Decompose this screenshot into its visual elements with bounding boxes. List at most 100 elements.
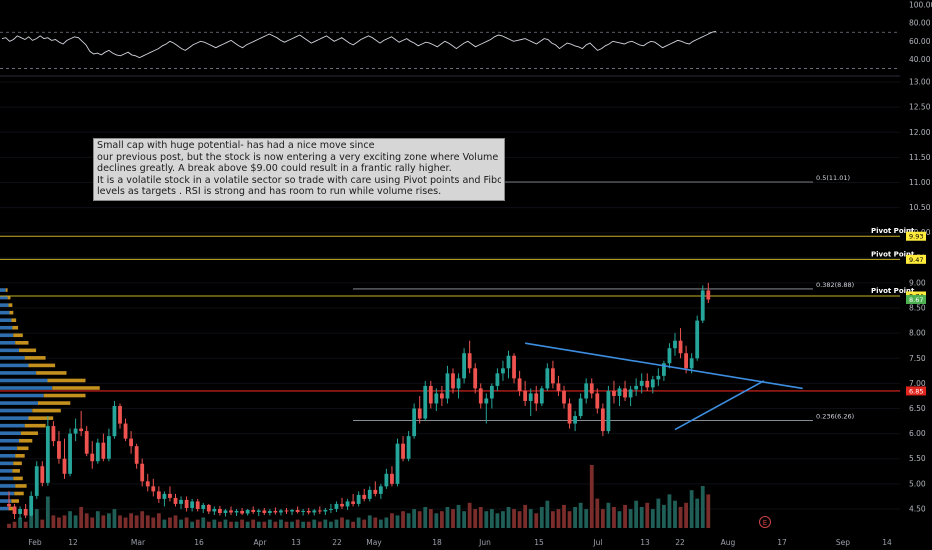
time-tick-label: 13	[640, 538, 650, 547]
price-badge-text: 6.85	[909, 387, 923, 395]
volume-bar	[240, 519, 244, 528]
candle-body	[140, 463, 145, 482]
volume-bar	[445, 507, 450, 528]
time-tick-label: 15	[534, 538, 544, 547]
price-axis[interactable]: 13.0012.5012.0011.5011.0010.5010.009.509…	[909, 78, 931, 514]
price-tick-label: 12.50	[909, 103, 931, 112]
volume-bar	[706, 494, 711, 528]
candle-body	[295, 509, 300, 512]
volume-bar	[628, 509, 633, 528]
volume-bar	[401, 511, 405, 528]
vp-bar-up	[0, 393, 44, 398]
volume-bar	[229, 521, 233, 528]
candle-body	[545, 368, 550, 389]
vp-bar-up	[0, 431, 21, 436]
trendline	[674, 380, 765, 431]
candle-body	[628, 389, 633, 398]
volume-bar	[301, 521, 306, 528]
volume-bar	[440, 511, 444, 528]
candle-body	[151, 486, 156, 492]
time-axis[interactable]: Feb 12 Mar 16 Apr 13 22 May 18 Jun 15 Jul 13 22 Aug 17 S…	[28, 538, 892, 547]
vp-bar-down	[11, 318, 17, 323]
candle-body	[623, 388, 627, 398]
time-tick-label: 18	[432, 538, 442, 547]
candle-body	[334, 503, 339, 509]
volume-bar	[23, 521, 28, 528]
volume-bar	[212, 519, 217, 528]
candle-body	[556, 383, 561, 391]
candle-body	[267, 510, 272, 513]
rsi-pane[interactable]: 100.00 80.00 60.00 40.00	[0, 1, 932, 69]
candle-body	[7, 503, 11, 507]
vp-bar-down	[43, 393, 86, 398]
volume-bar	[551, 511, 555, 528]
volume-bar	[79, 507, 84, 528]
vp-bar-up	[0, 341, 16, 345]
price-tick-label: 12.00	[909, 128, 931, 137]
fib-label: 0.382(8.88)	[816, 281, 854, 289]
pivot-label: Pivot Point	[871, 287, 915, 295]
candle-body	[290, 509, 294, 512]
candle-body	[517, 378, 522, 391]
candle-body	[345, 501, 350, 507]
volume-bar	[478, 507, 483, 528]
volume-bar	[251, 519, 256, 528]
candle-body	[501, 368, 505, 374]
volume-bar	[140, 511, 145, 528]
vp-bar-down	[24, 423, 46, 428]
volume-bar	[373, 517, 378, 528]
vp-bar-up	[0, 491, 15, 496]
volume-bar	[451, 509, 455, 528]
volume-bar	[317, 521, 322, 528]
vp-bar-down	[14, 491, 24, 496]
volume-bar	[218, 521, 222, 528]
candle-body	[245, 509, 250, 514]
candle-body	[73, 428, 78, 434]
volume-bar	[545, 500, 550, 528]
candle-body	[523, 390, 528, 401]
candle-body	[512, 355, 516, 379]
candle-body	[650, 379, 655, 388]
candle-body	[612, 390, 616, 396]
candle-body	[434, 393, 439, 404]
volume-bar	[523, 504, 528, 528]
annotation-box[interactable]: Small cap with huge potential- has had a…	[93, 138, 505, 201]
candle-body	[168, 493, 172, 498]
candle-body	[428, 385, 433, 404]
price-tick-label: 4.50	[909, 504, 926, 513]
price-badge	[906, 231, 926, 241]
candle-body	[112, 405, 117, 437]
candle-body	[129, 438, 133, 447]
candle-body	[595, 393, 600, 409]
volume-bar	[689, 490, 694, 528]
earnings-marker[interactable]: E	[759, 516, 771, 528]
vp-bar-down	[20, 431, 38, 436]
vp-bar-up	[0, 303, 9, 307]
candle-body	[45, 426, 50, 483]
volume-bar	[467, 502, 472, 528]
vp-bar-down	[28, 363, 56, 368]
candle-body	[90, 453, 95, 462]
candle-body	[700, 290, 705, 321]
price-tick-label: 11.50	[909, 153, 931, 162]
vp-bar-down	[8, 303, 13, 307]
volume-bar	[567, 511, 572, 528]
volume-bar	[617, 511, 622, 528]
candle-body	[667, 348, 672, 364]
trendlines[interactable]	[525, 342, 803, 431]
volume-bar	[234, 521, 239, 528]
time-tick-label: 22	[332, 538, 342, 547]
price-badge	[906, 254, 926, 264]
volume-bar	[489, 509, 494, 528]
vp-bar-up	[0, 454, 16, 458]
rsi-line	[1, 30, 717, 59]
volume-bar	[62, 515, 67, 528]
candlesticks[interactable]	[7, 282, 711, 519]
candle-body	[506, 355, 511, 369]
volume-bar	[656, 498, 661, 528]
candle-body	[539, 388, 544, 404]
candle-body	[312, 510, 317, 513]
candle-body	[378, 486, 383, 494]
volume-bar	[650, 509, 655, 528]
